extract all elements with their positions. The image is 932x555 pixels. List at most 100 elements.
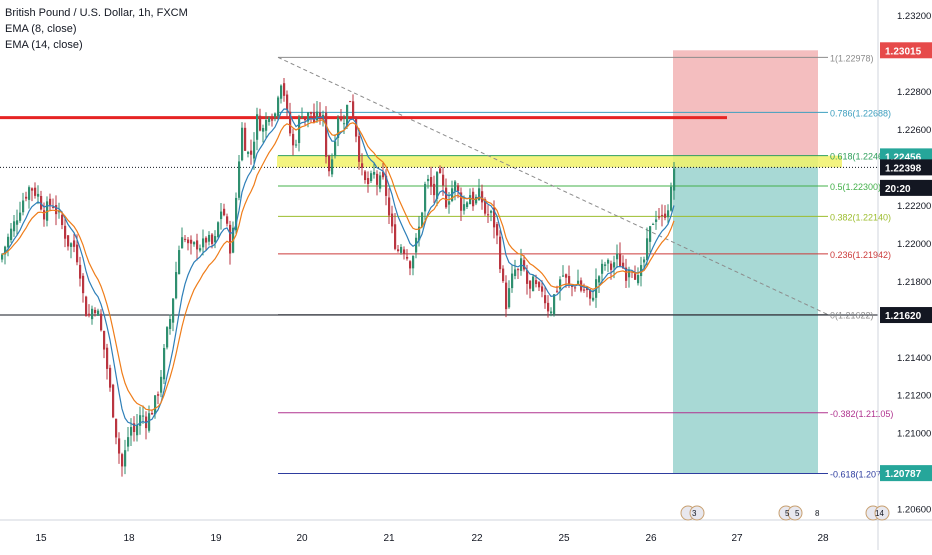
candle-body [289, 111, 292, 134]
price-label-box [880, 42, 932, 59]
candle-body [658, 216, 661, 218]
candle-body [643, 259, 646, 263]
price-tick-label: 1.21800 [897, 277, 931, 288]
candle-body [217, 222, 220, 237]
candle-body [562, 275, 565, 277]
candle-body [418, 226, 421, 241]
candle-body [70, 243, 73, 247]
fib-level-label: 0.236(1.21942) [830, 250, 891, 260]
fib-level-label: -0.382(1.21105) [830, 409, 893, 419]
candle-body [355, 117, 358, 137]
candle-body [241, 127, 244, 161]
candle-body [340, 118, 343, 121]
candle-body [655, 219, 658, 222]
candle-body [205, 237, 208, 243]
time-tick-label: 27 [731, 533, 743, 544]
candle-body [337, 117, 340, 138]
candle-body [73, 240, 76, 247]
candle-body [1, 254, 4, 260]
candle-body [55, 205, 58, 215]
candle-body [475, 196, 478, 204]
price-label-box [880, 159, 932, 176]
fib-level-label: 1(1.22978) [830, 53, 874, 63]
candle-body [40, 196, 43, 210]
time-tick-label: 19 [210, 533, 222, 544]
candle-body [214, 236, 217, 243]
candle-body [406, 256, 409, 259]
candle-body [79, 264, 82, 279]
candle-body [538, 282, 541, 288]
fib-highlight-band [277, 155, 842, 168]
candle-body [319, 112, 322, 117]
candle-body [448, 201, 451, 205]
price-label-text: 1.21620 [885, 311, 922, 322]
event-flag-icon [874, 505, 890, 521]
ema-14-line [1, 119, 675, 412]
candle-body [31, 188, 34, 191]
ema-8-line [1, 108, 675, 426]
candle-body [349, 101, 352, 103]
candle-body [421, 212, 424, 227]
candle-body [358, 136, 361, 162]
candle-body [373, 171, 376, 175]
candle-body [571, 285, 574, 287]
candle-body [133, 423, 136, 433]
candle-body [424, 183, 427, 212]
candle-body [457, 185, 460, 192]
candle-body [226, 216, 229, 224]
candle-body [436, 172, 439, 199]
candle-body [268, 117, 271, 122]
candle-body [577, 280, 580, 285]
candle-body [256, 114, 259, 140]
time-tick-label: 20 [296, 533, 308, 544]
candle-body [280, 85, 283, 99]
candle-body [223, 208, 226, 216]
candle-body [193, 242, 196, 245]
candle-body [22, 200, 25, 213]
candle-body [34, 187, 37, 196]
time-tick-label: 15 [35, 533, 47, 544]
candle-body [466, 202, 469, 207]
candle-body [163, 347, 166, 380]
candle-body [25, 196, 28, 199]
candle-body [28, 187, 31, 200]
candle-body [82, 275, 85, 294]
price-tick-label: 1.21200 [897, 391, 931, 402]
candle-body [16, 220, 19, 225]
candle-body [628, 269, 631, 278]
candle-body [610, 263, 613, 270]
candle-body [490, 210, 493, 213]
event-badge-count: 14 [875, 509, 884, 518]
time-tick-label: 22 [471, 533, 483, 544]
candle-body [412, 255, 415, 269]
candle-body [622, 262, 625, 269]
candle-body [574, 287, 577, 289]
price-tick-label: 1.22000 [897, 239, 931, 250]
price-label-text: 1.22398 [885, 163, 922, 174]
candle-body [508, 288, 511, 308]
candle-body [19, 212, 22, 221]
candle-body [199, 248, 202, 251]
fib-level-label: 0(1.21622) [830, 311, 874, 321]
candle-body [130, 427, 133, 436]
candle-body [511, 273, 514, 289]
candle-body [481, 191, 484, 203]
time-tick-label: 18 [123, 533, 135, 544]
candle-body [10, 228, 13, 241]
time-tick-label: 28 [817, 533, 829, 544]
candle-body [364, 171, 367, 181]
candle-body [601, 263, 604, 274]
candle-body [220, 211, 223, 220]
candle-body [154, 395, 157, 415]
candle-body [526, 270, 529, 284]
candle-body [493, 207, 496, 228]
candle-body [298, 117, 301, 144]
candle-body [124, 450, 127, 467]
candle-body [445, 187, 448, 208]
price-label-text: 1.23015 [885, 46, 922, 57]
fib-trend-line [277, 56, 829, 316]
price-tick-label: 1.23200 [897, 11, 931, 22]
candle-body [391, 213, 394, 227]
